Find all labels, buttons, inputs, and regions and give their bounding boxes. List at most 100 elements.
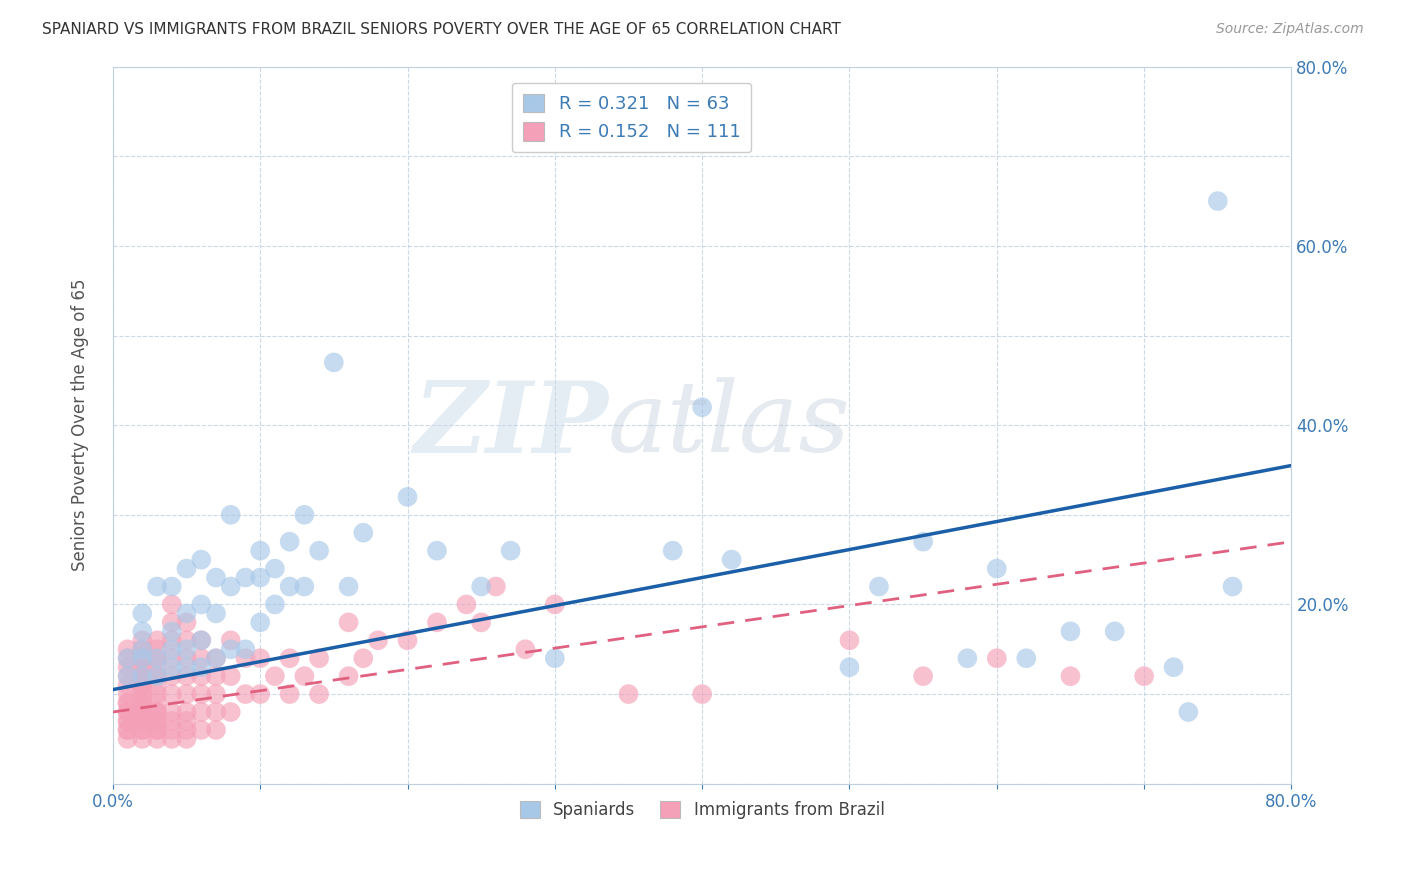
Point xyxy=(278,687,301,701)
Point xyxy=(396,490,419,504)
Point xyxy=(499,543,522,558)
Point xyxy=(131,705,153,719)
Point xyxy=(205,651,228,665)
Point xyxy=(278,534,301,549)
Point xyxy=(337,615,360,630)
Point xyxy=(235,642,257,657)
Point xyxy=(131,651,153,665)
Point xyxy=(160,651,183,665)
Point xyxy=(131,669,153,683)
Point xyxy=(146,714,169,728)
Point xyxy=(160,615,183,630)
Text: SPANIARD VS IMMIGRANTS FROM BRAZIL SENIORS POVERTY OVER THE AGE OF 65 CORRELATIO: SPANIARD VS IMMIGRANTS FROM BRAZIL SENIO… xyxy=(42,22,841,37)
Point xyxy=(131,651,153,665)
Point xyxy=(117,651,139,665)
Point xyxy=(176,660,198,674)
Point xyxy=(131,714,153,728)
Point xyxy=(219,705,242,719)
Point xyxy=(485,580,508,594)
Point xyxy=(426,543,449,558)
Point xyxy=(1206,194,1229,208)
Point xyxy=(117,642,139,657)
Point xyxy=(117,696,139,710)
Point xyxy=(117,651,139,665)
Point xyxy=(456,598,478,612)
Point xyxy=(146,731,169,746)
Point xyxy=(131,687,153,701)
Point xyxy=(190,687,212,701)
Point xyxy=(131,696,153,710)
Point xyxy=(292,580,315,594)
Point xyxy=(337,580,360,594)
Point xyxy=(1059,624,1081,639)
Point xyxy=(146,705,169,719)
Point xyxy=(117,696,139,710)
Point xyxy=(146,705,169,719)
Point xyxy=(117,705,139,719)
Point xyxy=(131,642,153,657)
Point xyxy=(176,723,198,737)
Point xyxy=(249,687,271,701)
Point xyxy=(838,660,860,674)
Point xyxy=(235,570,257,584)
Point xyxy=(131,651,153,665)
Point xyxy=(264,598,287,612)
Point xyxy=(205,669,228,683)
Point xyxy=(190,660,212,674)
Point xyxy=(986,561,1008,575)
Point xyxy=(160,624,183,639)
Point xyxy=(176,669,198,683)
Point xyxy=(1222,580,1244,594)
Point xyxy=(912,534,935,549)
Point xyxy=(117,669,139,683)
Point xyxy=(219,669,242,683)
Point xyxy=(205,687,228,701)
Point xyxy=(176,651,198,665)
Point xyxy=(117,723,139,737)
Point xyxy=(117,669,139,683)
Point xyxy=(160,660,183,674)
Point xyxy=(367,633,389,648)
Point xyxy=(160,731,183,746)
Point xyxy=(160,705,183,719)
Point xyxy=(264,561,287,575)
Point xyxy=(690,687,713,701)
Point xyxy=(249,651,271,665)
Point xyxy=(176,714,198,728)
Point xyxy=(337,669,360,683)
Point xyxy=(176,705,198,719)
Point xyxy=(322,355,344,369)
Point xyxy=(1015,651,1038,665)
Point xyxy=(131,624,153,639)
Point xyxy=(249,543,271,558)
Point xyxy=(176,561,198,575)
Point xyxy=(1059,669,1081,683)
Point xyxy=(117,714,139,728)
Point xyxy=(146,714,169,728)
Point xyxy=(190,633,212,648)
Legend: Spaniards, Immigrants from Brazil: Spaniards, Immigrants from Brazil xyxy=(513,794,891,826)
Point xyxy=(160,669,183,683)
Point xyxy=(131,705,153,719)
Point xyxy=(720,552,742,566)
Point xyxy=(205,607,228,621)
Point xyxy=(661,543,683,558)
Point xyxy=(396,633,419,648)
Point xyxy=(131,660,153,674)
Y-axis label: Seniors Poverty Over the Age of 65: Seniors Poverty Over the Age of 65 xyxy=(72,279,89,572)
Point xyxy=(131,723,153,737)
Point xyxy=(146,723,169,737)
Point xyxy=(146,669,169,683)
Point xyxy=(838,633,860,648)
Point xyxy=(986,651,1008,665)
Point xyxy=(190,552,212,566)
Point xyxy=(117,714,139,728)
Point xyxy=(515,642,537,657)
Point xyxy=(160,598,183,612)
Point xyxy=(190,669,212,683)
Point xyxy=(117,678,139,692)
Point xyxy=(131,678,153,692)
Point xyxy=(190,651,212,665)
Point xyxy=(131,731,153,746)
Point xyxy=(249,615,271,630)
